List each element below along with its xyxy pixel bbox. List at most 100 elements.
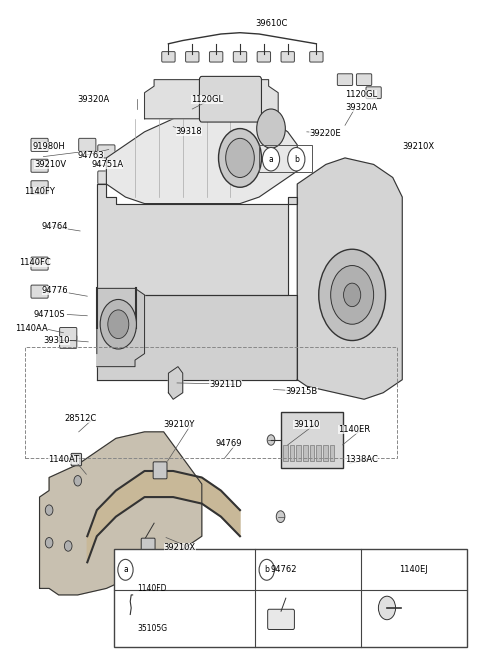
FancyBboxPatch shape [71,453,82,466]
Circle shape [100,299,136,349]
FancyBboxPatch shape [209,52,223,62]
Text: 1140FD: 1140FD [137,584,167,593]
Bar [283,445,288,461]
FancyBboxPatch shape [310,52,323,62]
Circle shape [45,505,53,515]
Text: 39210X: 39210X [164,544,196,552]
FancyBboxPatch shape [366,87,381,98]
Bar [25,347,397,458]
Circle shape [108,310,129,339]
Text: 39220E: 39220E [309,128,341,138]
Bar [316,445,321,461]
FancyBboxPatch shape [31,181,48,194]
Bar [296,445,301,461]
Polygon shape [97,184,297,295]
FancyBboxPatch shape [60,335,77,348]
Text: 39320A: 39320A [78,95,110,103]
FancyBboxPatch shape [357,74,372,86]
FancyBboxPatch shape [31,257,48,270]
Circle shape [263,147,280,171]
Text: 39320A: 39320A [345,103,377,111]
Text: 1140AT: 1140AT [48,455,79,464]
Circle shape [378,596,396,620]
FancyBboxPatch shape [31,285,48,298]
Polygon shape [97,295,297,380]
Text: b: b [264,565,269,574]
Text: a: a [123,565,128,574]
Text: 1140AA: 1140AA [15,324,48,333]
FancyBboxPatch shape [108,161,124,174]
Bar [310,445,314,461]
Circle shape [226,138,254,178]
Text: b: b [294,155,299,164]
Text: 94764: 94764 [42,222,69,231]
FancyBboxPatch shape [257,52,271,62]
FancyBboxPatch shape [98,145,115,158]
Text: 1120GL: 1120GL [345,90,377,98]
Text: 39110: 39110 [293,420,320,428]
Text: 1120GL: 1120GL [192,95,224,103]
FancyBboxPatch shape [186,52,199,62]
FancyBboxPatch shape [60,328,77,341]
Bar [330,445,335,461]
Circle shape [344,283,361,307]
Text: 39318: 39318 [176,127,202,136]
Circle shape [74,476,82,486]
Bar [281,412,343,468]
Polygon shape [97,288,144,367]
Text: 1338AC: 1338AC [345,455,378,464]
Text: 91980H: 91980H [33,141,65,151]
Circle shape [118,559,133,580]
Text: a: a [269,155,274,164]
FancyBboxPatch shape [233,52,247,62]
Bar [114,550,467,647]
Text: 1140ER: 1140ER [338,424,370,434]
Text: 35105G: 35105G [137,624,168,633]
Text: 39211D: 39211D [209,380,242,389]
FancyBboxPatch shape [31,159,48,172]
FancyBboxPatch shape [199,77,262,122]
Polygon shape [297,158,402,400]
Circle shape [64,541,72,552]
Text: 39210V: 39210V [34,160,66,169]
FancyBboxPatch shape [162,52,175,62]
Polygon shape [144,80,278,119]
Text: 94762: 94762 [270,565,297,574]
Text: 39610C: 39610C [255,19,287,28]
Polygon shape [87,471,240,562]
FancyBboxPatch shape [268,609,294,629]
Bar [259,145,312,172]
Bar [323,445,328,461]
Text: 1140FY: 1140FY [24,187,55,196]
FancyBboxPatch shape [281,52,294,62]
Polygon shape [39,432,202,595]
Polygon shape [168,367,183,400]
Text: 94776: 94776 [42,286,69,295]
Circle shape [331,265,373,324]
Polygon shape [107,112,297,204]
Text: 39310: 39310 [43,336,70,345]
Text: 94710S: 94710S [34,310,65,319]
Circle shape [276,511,285,523]
FancyBboxPatch shape [153,462,167,479]
FancyBboxPatch shape [337,74,353,86]
Text: 1140EJ: 1140EJ [399,565,428,574]
Circle shape [319,250,385,341]
Text: 39215B: 39215B [285,387,318,396]
Text: 39210X: 39210X [402,141,434,151]
Circle shape [257,109,285,148]
FancyBboxPatch shape [98,171,115,184]
Circle shape [267,435,275,445]
Circle shape [288,147,305,171]
Circle shape [45,538,53,548]
Circle shape [133,511,142,523]
Bar [289,445,294,461]
FancyBboxPatch shape [79,138,96,151]
Text: 1140FC: 1140FC [20,258,51,267]
Text: 28512C: 28512C [64,415,96,423]
Circle shape [218,128,262,187]
FancyBboxPatch shape [141,538,155,557]
Text: 94769: 94769 [215,439,242,448]
Bar [303,445,308,461]
Text: 39210Y: 39210Y [164,420,195,428]
